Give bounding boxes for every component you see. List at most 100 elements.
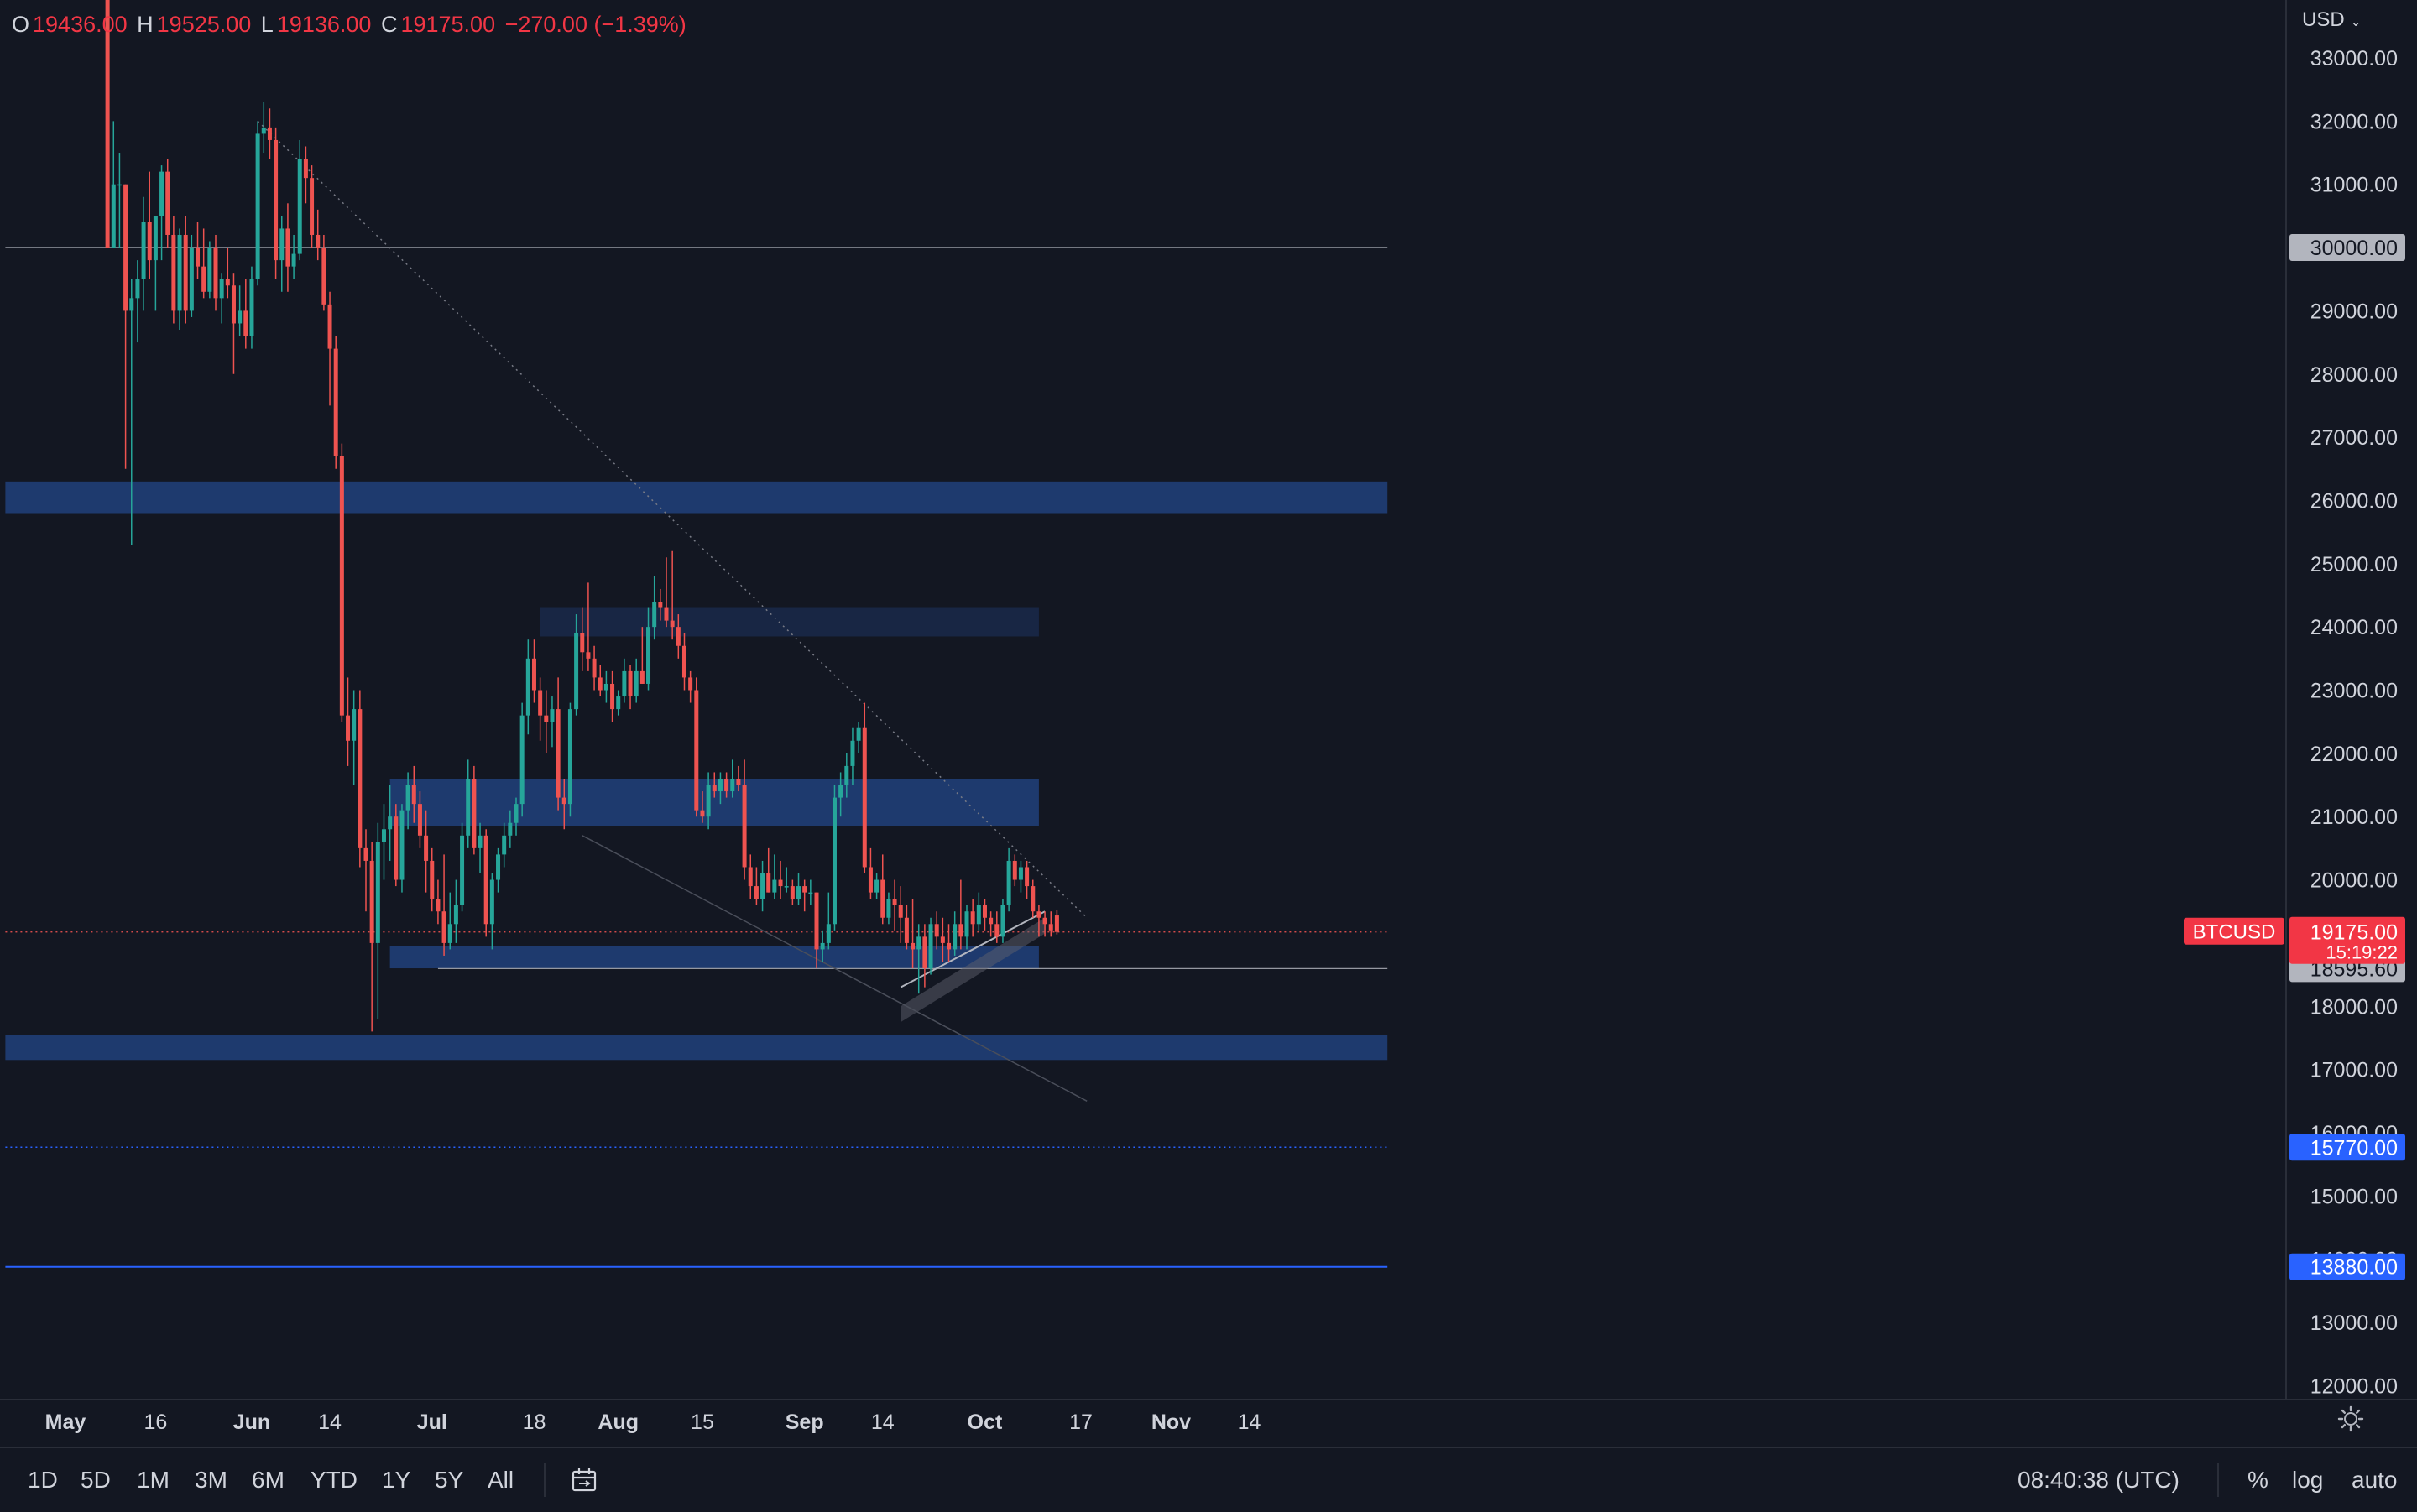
auto-toggle[interactable]: auto	[2352, 1467, 2398, 1493]
timeframe-6m[interactable]: 6M	[252, 1467, 285, 1493]
candle-body	[976, 905, 981, 925]
candle-down	[544, 690, 549, 753]
candle-up	[1018, 860, 1023, 893]
candle-down	[748, 854, 753, 899]
timeframe-3m[interactable]: 3M	[195, 1467, 227, 1493]
candle-up	[519, 702, 525, 817]
candle-body	[321, 248, 326, 305]
percent-toggle[interactable]: %	[2247, 1467, 2268, 1493]
price-tick-label: 25000.00	[2310, 553, 2398, 576]
candle-down	[892, 879, 897, 931]
candle-body	[333, 348, 338, 456]
candle-down	[628, 665, 633, 710]
log-toggle[interactable]: log	[2292, 1467, 2324, 1493]
level-tag-label: 30000.00	[2310, 237, 2398, 260]
candle-down	[700, 791, 705, 823]
candle-up	[261, 102, 266, 154]
candle-body	[898, 905, 903, 918]
candle-body	[430, 860, 435, 899]
candle-body	[574, 633, 579, 710]
candle-body	[1000, 905, 1005, 937]
candle-body	[580, 633, 585, 653]
price-tick-label: 24000.00	[2310, 616, 2398, 639]
candle-down	[592, 645, 597, 691]
candle-up	[249, 266, 254, 349]
candle-up	[964, 905, 969, 950]
candle-down	[940, 917, 945, 962]
price-tick-label: 27000.00	[2310, 426, 2398, 450]
timeframe-1d[interactable]: 1D	[28, 1467, 58, 1493]
candle-body	[447, 924, 452, 943]
candle-down	[898, 886, 903, 943]
candle-body	[964, 911, 969, 937]
timeframe-1m[interactable]: 1M	[137, 1467, 170, 1493]
candle-down	[472, 765, 477, 855]
time-tick-label: Sep	[786, 1410, 824, 1434]
time-tick-label: Oct	[968, 1410, 1003, 1434]
timeframe-1y[interactable]: 1Y	[382, 1467, 411, 1493]
candle-body	[508, 822, 513, 836]
candle-body	[352, 709, 357, 741]
candle-down	[346, 677, 351, 766]
settings-gear-icon[interactable]	[2336, 1405, 2365, 1433]
candle-down	[970, 899, 975, 937]
candle-body	[544, 715, 549, 722]
candle-body	[141, 222, 146, 279]
candle-up	[928, 917, 933, 975]
candle-body	[327, 304, 332, 349]
candle-body	[616, 696, 621, 710]
candle-body	[424, 835, 429, 861]
candle-down	[904, 905, 909, 950]
candle-up	[219, 273, 224, 324]
candle-body	[279, 228, 285, 261]
candle-body	[274, 139, 279, 261]
candle-body	[105, 0, 110, 248]
candle-body	[826, 924, 831, 943]
date-range-icon[interactable]	[569, 1465, 599, 1495]
candle-body	[1006, 860, 1011, 905]
timeframe-all[interactable]: All	[488, 1467, 514, 1493]
price-tick-label: 26000.00	[2310, 489, 2398, 513]
time-tick-label: 14	[871, 1410, 895, 1434]
candle-down	[688, 670, 693, 703]
utc-clock[interactable]: 08:40:38 (UTC)	[2018, 1467, 2179, 1493]
horizontal-lines	[5, 247, 1388, 1268]
timeframe-5y[interactable]: 5Y	[435, 1467, 464, 1493]
candle-down	[712, 772, 717, 798]
candle-down	[1036, 905, 1041, 937]
price-tick-label: 12000.00	[2310, 1374, 2398, 1398]
candle-body	[238, 310, 243, 324]
time-tick-label: Jul	[417, 1410, 447, 1434]
zone-rect	[540, 607, 1039, 637]
zone-rect	[5, 481, 1388, 514]
candle-down	[1012, 854, 1017, 887]
time-tick-label: 17	[1069, 1410, 1093, 1434]
timeframe-ytd[interactable]: YTD	[311, 1467, 358, 1493]
time-tick-label: 18	[523, 1410, 546, 1434]
candle-body	[219, 279, 224, 299]
candle-body	[862, 727, 867, 868]
candle-up	[916, 924, 921, 994]
candle-down	[911, 899, 916, 969]
candle-up	[772, 854, 777, 899]
candle-body	[832, 797, 837, 925]
candle-down	[310, 165, 315, 248]
currency-selector[interactable]: USD ⌄	[2302, 8, 2362, 32]
candle-body	[622, 670, 627, 697]
candle-up	[352, 690, 357, 785]
candle-body	[441, 911, 446, 943]
timeframe-5d[interactable]: 5D	[81, 1467, 111, 1493]
candle-down	[580, 607, 585, 671]
candle-down	[658, 588, 663, 621]
candle-body	[676, 627, 681, 646]
candle-body	[958, 924, 963, 937]
candle-down	[333, 336, 338, 469]
candle-body	[502, 835, 507, 855]
candle-body	[519, 715, 525, 805]
candle-down	[790, 879, 795, 905]
candle-body	[814, 892, 819, 950]
candle-up	[297, 139, 302, 261]
time-tick-label: Nov	[1151, 1410, 1191, 1434]
